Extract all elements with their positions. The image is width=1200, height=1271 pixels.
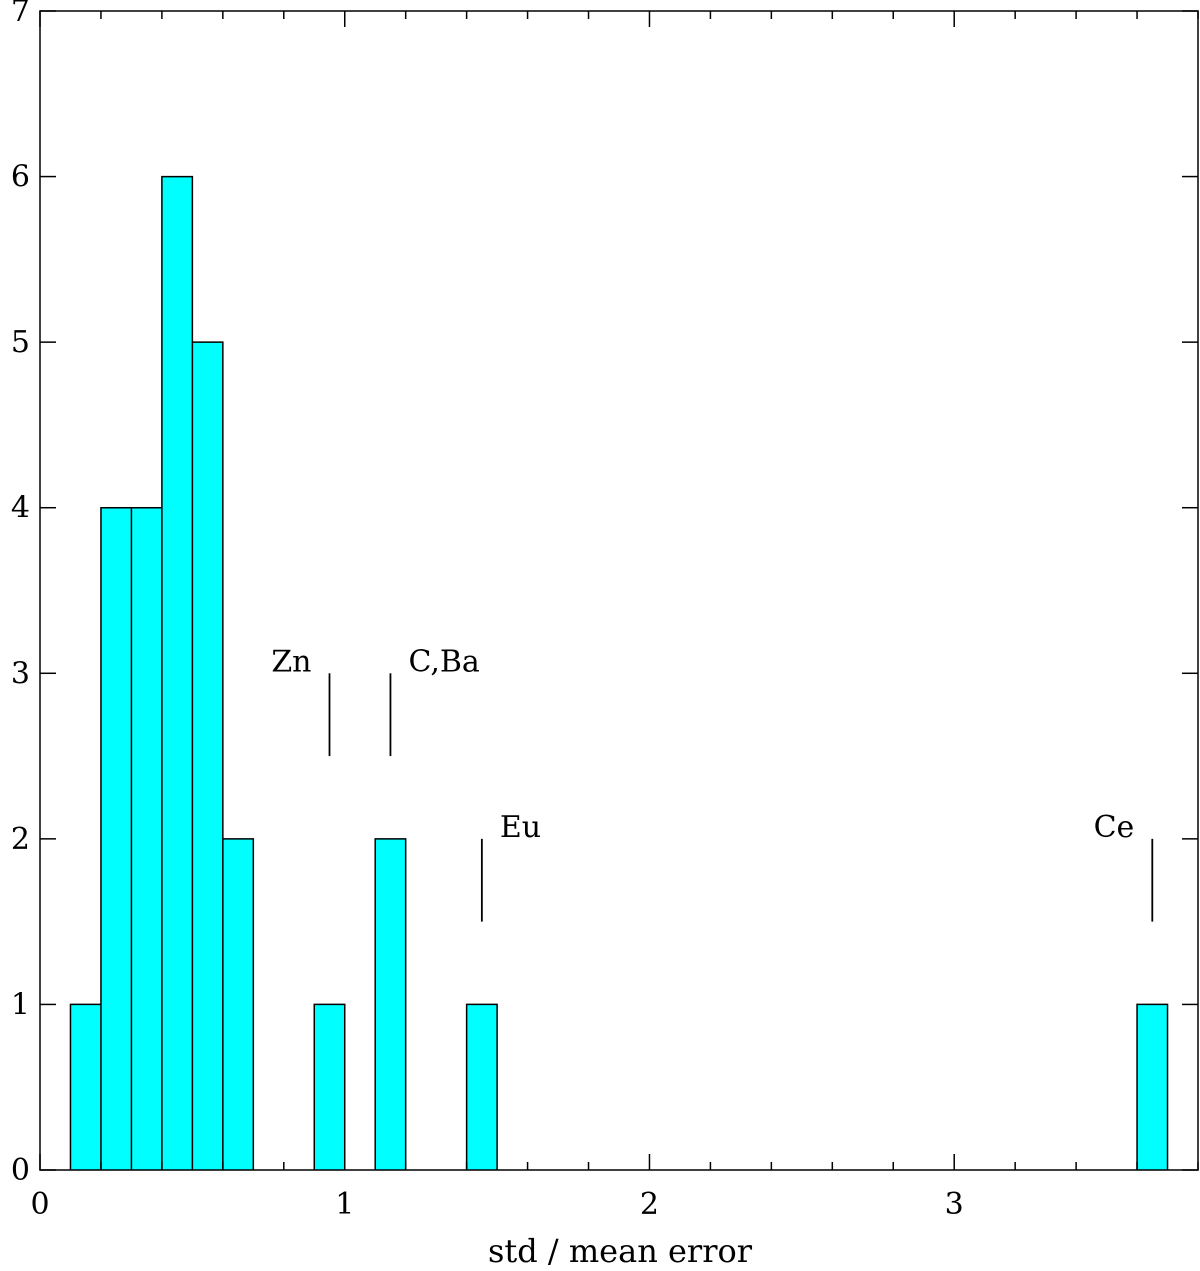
annotation-label: Zn — [271, 644, 311, 679]
histogram-bar — [131, 507, 162, 1170]
histogram-bar — [100, 507, 132, 1170]
histogram-bar — [375, 838, 406, 1170]
x-tick-label: 2 — [640, 1187, 659, 1222]
y-tick-label: 6 — [11, 160, 30, 195]
histogram-bar — [466, 1004, 498, 1170]
histogram-bars — [69, 175, 1169, 1171]
annotation-label: Eu — [500, 810, 541, 845]
histogram-outline — [69, 175, 1169, 1170]
histogram-bar — [1137, 1004, 1168, 1170]
annotation-label: C,Ba — [408, 644, 479, 679]
histogram-bar — [70, 1004, 101, 1170]
annotation-label: Ce — [1094, 810, 1135, 845]
element-annotations: Zn C,Ba Eu Ce — [271, 644, 1154, 922]
y-tick-label: 0 — [11, 1153, 30, 1188]
histogram-bar — [192, 342, 223, 1171]
x-tick-label: 0 — [30, 1187, 49, 1222]
tick-labels: 0 1 2 3 0 1 2 3 4 5 6 7 — [11, 0, 964, 1222]
y-tick-label: 2 — [11, 822, 30, 857]
x-tick-label: 1 — [335, 1187, 354, 1222]
y-tick-label: 3 — [11, 656, 30, 691]
histogram-bar — [314, 1004, 345, 1170]
histogram-bar — [161, 176, 193, 1171]
x-tick-label: 3 — [945, 1187, 964, 1222]
y-tick-label: 5 — [11, 325, 30, 360]
y-tick-label: 7 — [11, 0, 30, 29]
plot-frame — [39, 10, 1199, 1171]
axis-ticks — [39, 10, 1199, 1171]
x-axis-label: std / mean error — [488, 1232, 753, 1270]
y-tick-label: 1 — [11, 987, 30, 1022]
histogram-bar — [222, 838, 254, 1170]
y-tick-label: 4 — [11, 491, 30, 526]
